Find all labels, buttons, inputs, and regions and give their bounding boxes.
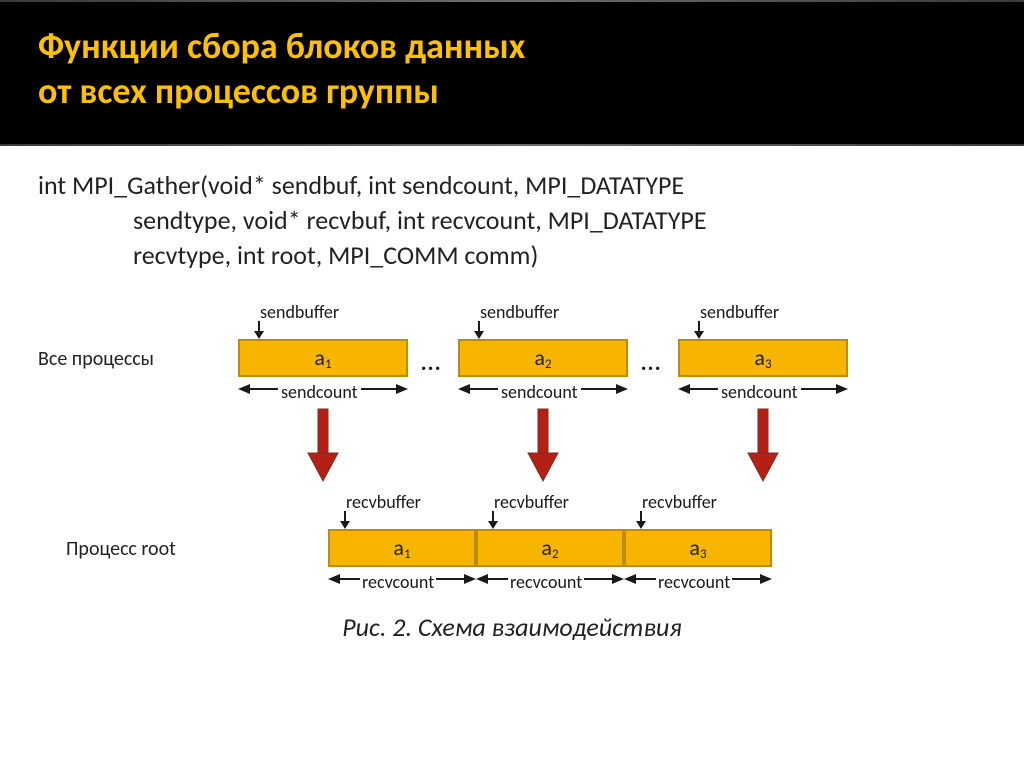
title-line-1: Функции сбора блоков данных <box>38 24 1024 69</box>
diagram: Все процессы a1 a2 a3 … … sendbuffer sen… <box>38 299 986 729</box>
header-top-line <box>0 0 1024 2</box>
send-box-2: a2 <box>458 339 628 377</box>
down-tick-icon <box>692 321 706 339</box>
code-line-2: sendtype, void* recvbuf, int recvcount, … <box>38 203 986 238</box>
recv-box-3: a3 <box>624 529 772 567</box>
down-tick-icon <box>486 511 500 529</box>
gather-arrow-icon <box>528 409 558 481</box>
recvcount-label-2: recvcount <box>508 571 584 593</box>
down-tick-icon <box>252 321 266 339</box>
content-area: int MPI_Gather(void* sendbuf, int sendco… <box>0 146 1024 729</box>
send-box-1: a1 <box>238 339 408 377</box>
gather-arrow-icon <box>748 409 778 481</box>
send-box-3: a3 <box>678 339 848 377</box>
recv-box-1: a1 <box>328 529 476 567</box>
gather-arrow-icon <box>308 409 338 481</box>
ellipsis-2: … <box>641 343 663 378</box>
recv-box-2: a2 <box>476 529 624 567</box>
recvbuffer-label-2: recvbuffer <box>494 491 569 513</box>
sendcount-label-2: sendcount <box>498 381 581 403</box>
down-tick-icon <box>338 511 352 529</box>
down-tick-icon <box>634 511 648 529</box>
code-line-1: int MPI_Gather(void* sendbuf, int sendco… <box>38 168 986 203</box>
recvcount-label-1: recvcount <box>360 571 436 593</box>
title-line-2: от всех процессов группы <box>38 69 1024 114</box>
figure-caption: Рис. 2. Схема взаимодействия <box>38 611 986 643</box>
code-line-3: recvtype, int root, MPI_COMM comm) <box>38 238 986 273</box>
sendcount-label-1: sendcount <box>278 381 361 403</box>
sendbuffer-label-3: sendbuffer <box>700 301 779 323</box>
sendbuffer-label-2: sendbuffer <box>480 301 559 323</box>
code-signature: int MPI_Gather(void* sendbuf, int sendco… <box>38 168 986 273</box>
recvbuffer-label-3: recvbuffer <box>642 491 717 513</box>
row-label-root: Процесс root <box>66 537 176 561</box>
recvbuffer-label-1: recvbuffer <box>346 491 421 513</box>
row-label-all-procs: Все процессы <box>38 347 154 371</box>
sendcount-label-3: sendcount <box>718 381 801 403</box>
sendbuffer-label-1: sendbuffer <box>260 301 339 323</box>
down-tick-icon <box>472 321 486 339</box>
header-bottom-line <box>0 144 1024 146</box>
recvcount-label-3: recvcount <box>656 571 732 593</box>
slide-title: Функции сбора блоков данных от всех проц… <box>0 0 1024 114</box>
ellipsis-1: … <box>421 343 443 378</box>
header-bar: Функции сбора блоков данных от всех проц… <box>0 0 1024 146</box>
